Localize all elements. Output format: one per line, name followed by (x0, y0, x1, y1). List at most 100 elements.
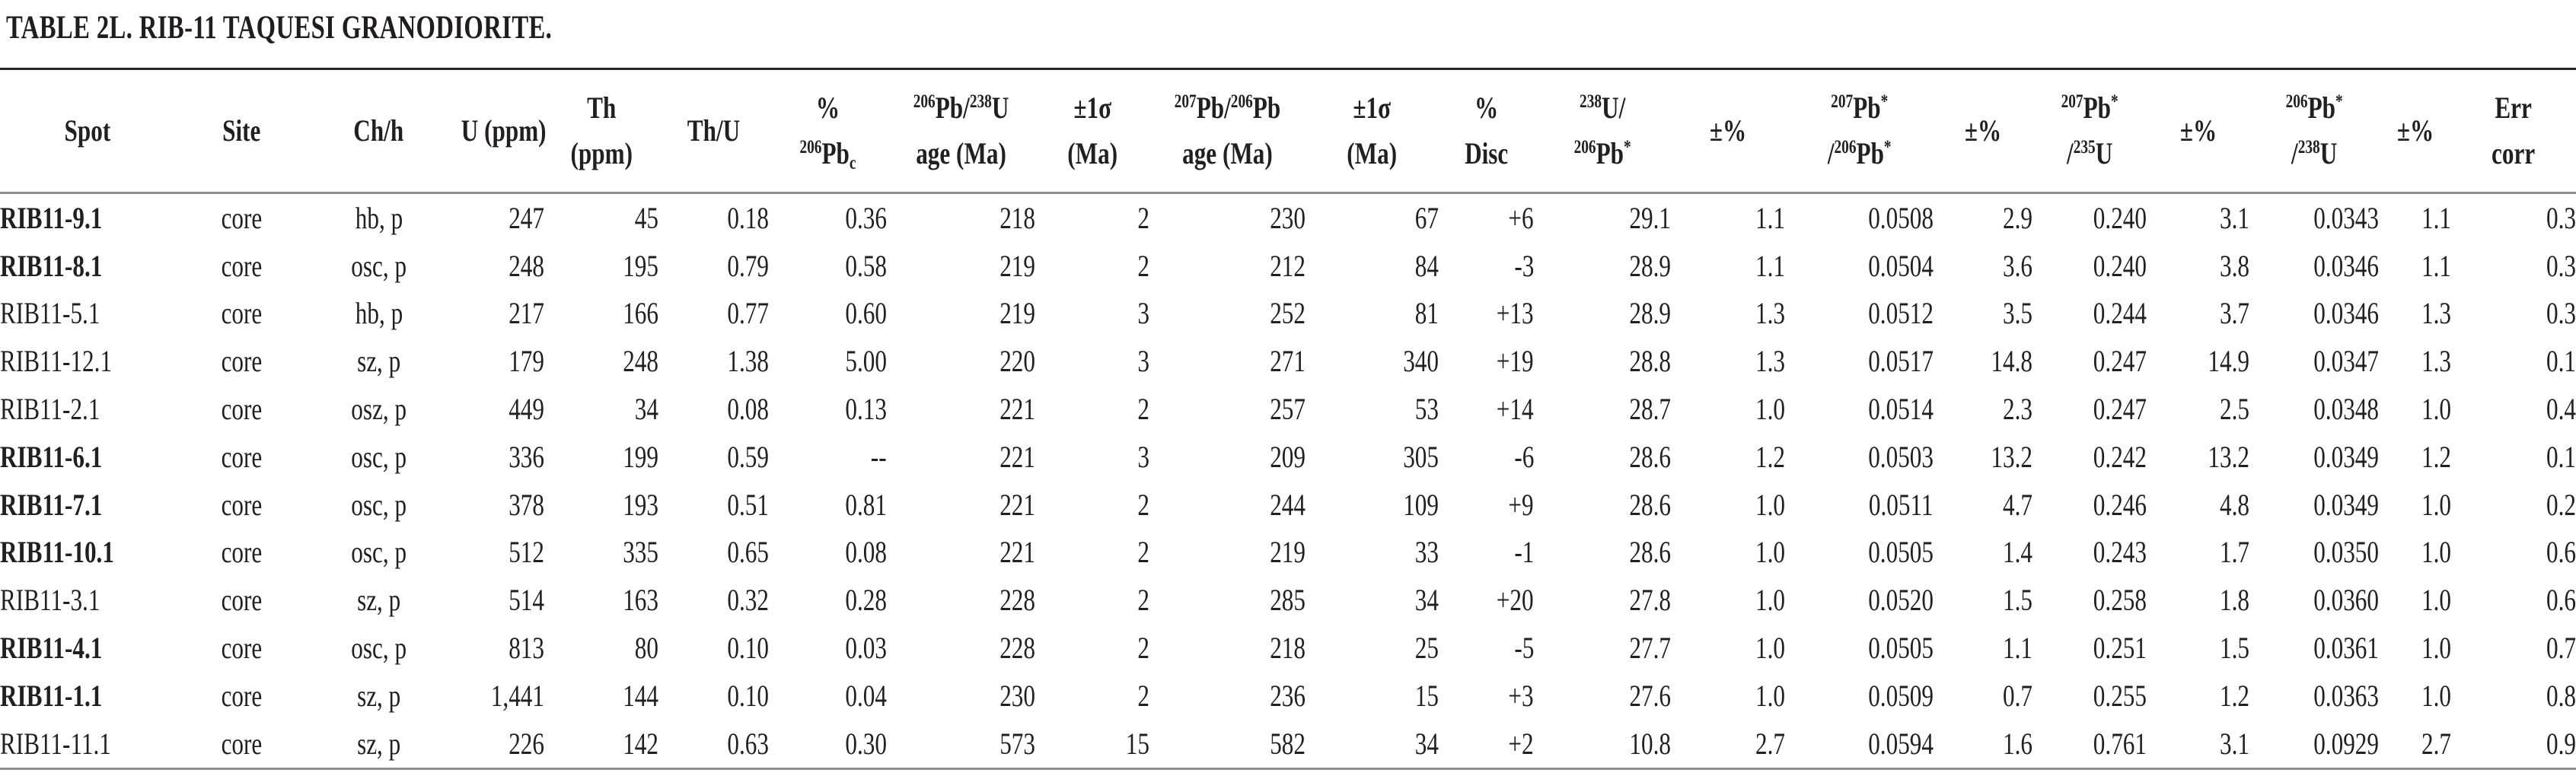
cell-text: RIB11-7.1 (0, 487, 103, 522)
cell-age-207-206: 219 (1149, 529, 1306, 577)
cell-text: -6 (1514, 439, 1534, 474)
cell-age-206-238: 218 (887, 193, 1035, 242)
cell-pb206-u238: 0.0360 (2249, 576, 2379, 624)
cell-text: 28.9 (1629, 248, 1671, 283)
cell-text: 209 (1270, 439, 1306, 474)
column-header-pct-disc: % Disc (1439, 68, 1534, 194)
cell-text: 25 (1414, 631, 1439, 666)
cell-ch-h: osc, p (308, 242, 449, 290)
header-text: 207Pb/206Pb age (Ma) (1174, 91, 1281, 170)
cell-age-207-206: 285 (1149, 576, 1306, 624)
cell-text: 28.6 (1629, 439, 1671, 474)
cell-err-pct-c: 13.2 (2147, 433, 2249, 481)
cell-text: 0.1 (2546, 439, 2576, 474)
cell-site: core (175, 385, 308, 433)
cell-text: 219 (999, 296, 1035, 331)
cell-age-206-238: 221 (887, 385, 1035, 433)
cell-text: RIB11-9.1 (0, 200, 103, 235)
cell-text: sz, p (356, 726, 401, 761)
cell-text: 0.08 (727, 392, 769, 427)
cell-spot: RIB11-6.1 (0, 433, 175, 481)
cell-text: 34 (634, 392, 658, 427)
header-text: Th (ppm) (570, 91, 633, 170)
header-text: 207Pb*/206Pb* (1827, 91, 1892, 170)
cell-text: 13.2 (2208, 439, 2249, 474)
cell-text: 67 (1414, 200, 1439, 235)
cell-text: 0.0503 (1868, 439, 1934, 474)
cell-text: 0.7 (2546, 631, 2576, 666)
cell-text: RIB11-12.1 (0, 344, 113, 379)
cell-text: 14.8 (1991, 344, 2032, 379)
cell-pb207-u235: 0.255 (2032, 672, 2147, 720)
cell-text: 193 (623, 487, 658, 522)
column-header-age-207-206: 207Pb/206Pb age (Ma) (1149, 68, 1306, 194)
cell-text: 0.03 (845, 631, 887, 666)
cell-text: 0.6 (2546, 583, 2576, 618)
cell-text: core (221, 631, 263, 666)
cell-text: 252 (1270, 296, 1306, 331)
cell-text: 0.0346 (2313, 248, 2379, 283)
cell-text: 0.4 (2546, 392, 2576, 427)
cell-text: RIB11-5.1 (0, 296, 100, 331)
cell-pb207-u235: 0.246 (2032, 481, 2147, 529)
cell-text: 1.1 (2421, 200, 2451, 235)
cell-text: 0.243 (2093, 535, 2147, 570)
cell-site: core (175, 720, 308, 768)
cell-pb207-pb206: 0.0512 (1785, 290, 1934, 338)
cell-text: 0.0514 (1868, 392, 1934, 427)
cell-th-ppm: 144 (544, 672, 658, 720)
cell-text: RIB11-2.1 (0, 392, 100, 427)
cell-text: +6 (1508, 200, 1534, 235)
cell-site: core (175, 576, 308, 624)
cell-u238-pb206: 27.7 (1534, 624, 1671, 672)
cell-text: 2.5 (2220, 392, 2249, 427)
header-text: Th/U (687, 113, 741, 148)
column-header-pb207-pb206: 207Pb*/206Pb* (1785, 68, 1934, 194)
cell-err-pct-a: 1.0 (1671, 624, 1785, 672)
cell-text: 0.246 (2093, 487, 2147, 522)
cell-text: 573 (999, 726, 1035, 761)
cell-text: 1.8 (2220, 583, 2249, 618)
cell-th-ppm: 45 (544, 193, 658, 242)
cell-th-u: 0.10 (658, 624, 769, 672)
cell-text: 81 (1414, 296, 1439, 331)
cell-pct-206pbc: 0.60 (769, 290, 887, 338)
cell-text: 3.6 (2003, 248, 2032, 283)
cell-err-pct-a: 1.1 (1671, 242, 1785, 290)
cell-spot: RIB11-4.1 (0, 624, 175, 672)
cell-text: 1.1 (2421, 248, 2451, 283)
cell-text: 1.2 (2421, 439, 2451, 474)
cell-text: 15 (1414, 678, 1439, 713)
cell-text: 2.7 (2421, 726, 2451, 761)
cell-err-1sigma-b: 67 (1306, 193, 1439, 242)
cell-text: 0.240 (2093, 248, 2147, 283)
cell-err-pct-b: 4.7 (1934, 481, 2032, 529)
cell-text: 0.3 (2546, 248, 2576, 283)
cell-u238-pb206: 28.6 (1534, 481, 1671, 529)
cell-pb207-pb206: 0.0504 (1785, 242, 1934, 290)
cell-text: 1.3 (1755, 344, 1785, 379)
cell-th-u: 0.59 (658, 433, 769, 481)
cell-text: 0.59 (727, 439, 769, 474)
cell-text: +2 (1508, 726, 1534, 761)
cell-text: 0.761 (2093, 726, 2147, 761)
cell-err-1sigma-a: 2 (1035, 672, 1149, 720)
cell-text: core (221, 200, 263, 235)
cell-th-u: 0.32 (658, 576, 769, 624)
cell-err-pct-c: 1.2 (2147, 672, 2249, 720)
header-text: Site (222, 113, 261, 148)
cell-text: core (221, 535, 263, 570)
cell-text: 0.9 (2546, 726, 2576, 761)
cell-err-pct-b: 2.9 (1934, 193, 2032, 242)
cell-text: 3.7 (2220, 296, 2249, 331)
cell-ch-h: sz, p (308, 337, 449, 385)
cell-text: 1.0 (2421, 583, 2451, 618)
cell-err-1sigma-a: 15 (1035, 720, 1149, 768)
column-header-u-ppm: U (ppm) (449, 68, 547, 194)
column-header-site: Site (175, 68, 308, 194)
header-text: Spot (64, 113, 111, 148)
cell-th-ppm: 199 (544, 433, 658, 481)
cell-text: 14.9 (2208, 344, 2249, 379)
cell-err-pct-b: 14.8 (1934, 337, 2032, 385)
cell-text: core (221, 726, 263, 761)
